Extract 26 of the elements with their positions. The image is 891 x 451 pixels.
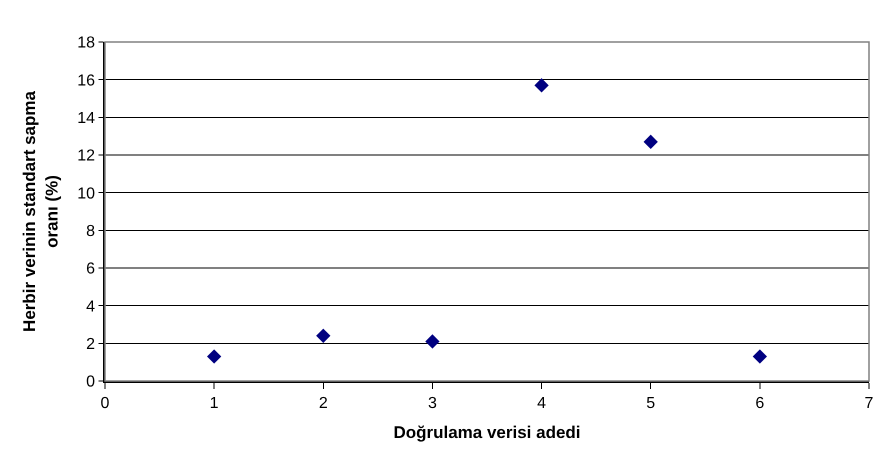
y-tick-label: 16	[77, 72, 96, 90]
y-tick-label: 6	[86, 260, 96, 278]
x-tick-label: 0	[100, 394, 110, 412]
point	[534, 78, 549, 92]
y-tick-label: 4	[86, 298, 96, 316]
point	[752, 349, 768, 364]
x-axis-title: Doğrulama verisi adedi	[393, 422, 581, 442]
x-tick-label: 5	[646, 394, 656, 412]
point	[316, 328, 330, 343]
point	[425, 334, 440, 349]
y-tick-label: 0	[86, 374, 96, 391]
x-tick-label: 2	[318, 394, 328, 412]
y-tick-label: 18	[77, 34, 96, 52]
y-tick-label: 12	[77, 148, 96, 165]
y-tick-label: 2	[86, 336, 96, 353]
point	[206, 349, 222, 364]
x-tick-label: 3	[428, 394, 437, 412]
x-tick-label: 7	[864, 394, 874, 412]
y-tick-label: 8	[86, 222, 96, 240]
point	[644, 134, 658, 149]
y-tick-label: 14	[77, 110, 96, 127]
x-tick-label: 6	[755, 394, 764, 412]
x-tick-label: 1	[210, 394, 219, 412]
x-tick-label: 4	[537, 394, 546, 412]
y-tick-label: 10	[77, 185, 96, 202]
y-axis-title: Herbir verinin standart sapma oranı (%)	[20, 90, 62, 332]
